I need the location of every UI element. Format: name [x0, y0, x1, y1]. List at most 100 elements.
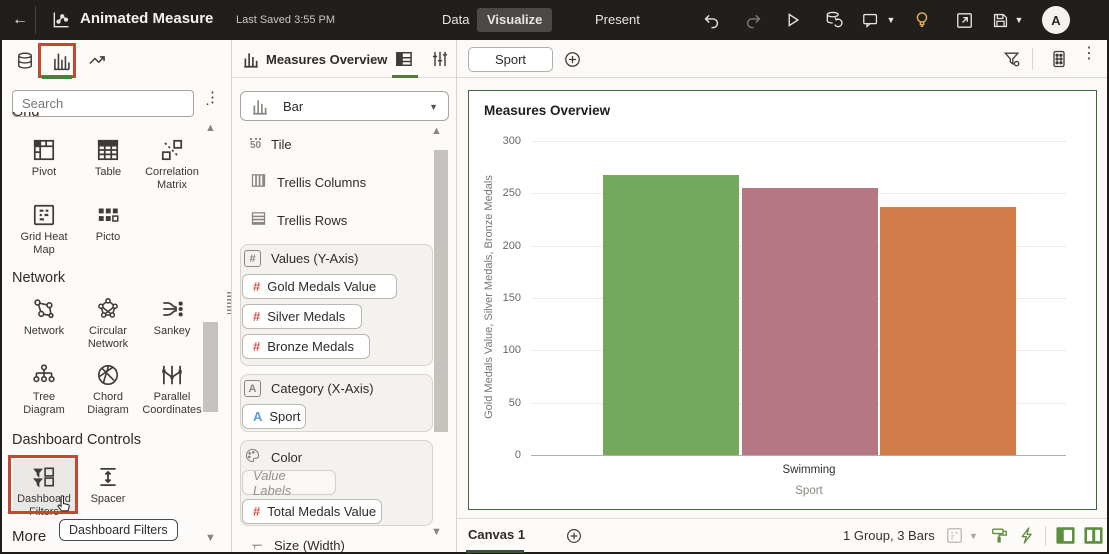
divider	[1045, 526, 1046, 546]
palette-menu-kebab-icon[interactable]: ⋮ ·	[205, 89, 220, 112]
status-text: 1 Group, 3 Bars	[843, 528, 935, 543]
workbook-title: Animated Measure	[80, 10, 214, 27]
pill-sport[interactable]: A Sport	[242, 404, 306, 429]
open-window-icon[interactable]	[950, 0, 978, 40]
undo-icon[interactable]	[698, 0, 724, 40]
trellis-rows-icon	[250, 210, 267, 230]
filter-bar-menu-icon[interactable]	[1002, 49, 1022, 74]
tab-visualize[interactable]: Visualize	[477, 8, 553, 32]
bar-gold-medals-value[interactable]	[603, 174, 739, 455]
app-logo-icon	[48, 0, 74, 40]
chart-type-picto[interactable]: Picto	[76, 202, 140, 244]
data-tab-icon[interactable]	[10, 46, 40, 76]
chart-type-correlation-matrix[interactable]: Correlation Matrix	[140, 137, 204, 192]
row-trellis-rows[interactable]: Trellis Rows	[250, 208, 347, 232]
chart-type-select[interactable]: Bar ▼	[240, 91, 449, 121]
chart-type-pivot[interactable]: Pivot	[12, 137, 76, 179]
bar-chart-visualization[interactable]: Measures Overview Gold Medals Value, Sil…	[468, 90, 1097, 510]
viz-bar-icon	[242, 51, 260, 74]
section-header-network: Network	[12, 270, 66, 286]
insights-bulb-icon[interactable]	[908, 0, 936, 40]
avatar[interactable]: A	[1042, 6, 1070, 34]
x-category-label: Swimming	[782, 464, 836, 476]
trellis-columns-icon	[250, 172, 267, 192]
grammar-scroll-down-icon[interactable]: ▼	[431, 526, 442, 538]
control-spacer[interactable]: Spacer	[76, 464, 140, 506]
measure-hash-icon: #	[253, 339, 261, 354]
visualization-palette-panel: ⋮· Grid ▲ Pivot Table Correlation Matrix…	[2, 40, 232, 552]
collapse-chevron-icon[interactable]: ▲	[205, 122, 216, 134]
chart-type-value: Bar	[283, 99, 304, 114]
comment-icon[interactable]	[858, 0, 882, 40]
y-tick-label: 200	[502, 239, 521, 252]
add-canvas-icon[interactable]	[565, 527, 583, 550]
auto-insights-bolt-icon[interactable]	[1018, 526, 1037, 550]
chart-type-parallel-coordinates[interactable]: Parallel Coordinates	[140, 362, 204, 417]
category-zone-header: A Category (X-Axis)	[244, 380, 374, 397]
viz-settings-icon[interactable]	[1049, 49, 1069, 74]
y-tick-label: 300	[502, 135, 521, 147]
text-box-icon: A	[244, 380, 261, 397]
canvas-tab[interactable]: Canvas 1	[468, 527, 526, 542]
measure-hash-icon: #	[253, 504, 261, 519]
filter-chip-sport[interactable]: Sport	[468, 47, 553, 72]
grammar-panel-title: Measures Overview	[266, 52, 388, 67]
layout-caret-icon[interactable]: ▼	[969, 531, 978, 541]
y-tick-label: 150	[502, 292, 521, 304]
grammar-scroll-up-icon[interactable]: ▲	[431, 125, 442, 137]
tooltip-dashboard-filters: Dashboard Filters	[59, 519, 178, 541]
y-tick-label: 100	[502, 344, 521, 357]
analytics-tab-icon[interactable]	[82, 46, 112, 76]
row-tile[interactable]: 50 Tile	[250, 136, 292, 152]
pill-silver-medals[interactable]: # Silver Medals	[242, 304, 362, 329]
chart-title: Measures Overview	[484, 103, 611, 118]
color-brush-icon[interactable]	[990, 526, 1009, 550]
visualizations-tab-icon[interactable]	[46, 46, 76, 76]
canvas-menu-kebab-icon[interactable]: ⋮	[1081, 45, 1097, 62]
panel-splitter-handle[interactable]	[227, 292, 231, 314]
number-box-icon: #	[244, 250, 261, 267]
select-caret-icon: ▼	[429, 102, 438, 112]
back-icon[interactable]: ←	[12, 11, 28, 28]
tab-present[interactable]: Present	[595, 12, 640, 27]
save-icon[interactable]	[988, 0, 1012, 40]
grammar-panel-scrollbar[interactable]	[434, 150, 448, 432]
gridline	[531, 141, 1066, 142]
comment-caret-icon[interactable]: ▼	[886, 15, 896, 25]
scroll-down-chevron-icon[interactable]: ▼	[205, 532, 216, 544]
pill-bronze-medals[interactable]: # Bronze Medals	[242, 334, 370, 359]
color-placeholder[interactable]: Value Labels	[242, 468, 336, 498]
properties-tab-icon[interactable]	[430, 49, 450, 74]
toggle-right-panel-icon[interactable]	[1083, 526, 1104, 550]
divider	[1032, 48, 1033, 70]
bar-bronze-medals[interactable]	[880, 206, 1016, 455]
row-size-width-clipped[interactable]: Size (Width)	[250, 539, 345, 552]
measure-hash-icon: #	[253, 309, 261, 324]
measure-hash-icon: #	[253, 279, 261, 294]
canvas-layout-icon-disabled	[945, 526, 964, 550]
chart-type-tree-diagram[interactable]: Tree Diagram	[12, 362, 76, 417]
search-input[interactable]	[12, 90, 194, 117]
grammar-tab-underline	[392, 75, 418, 78]
pill-gold-medals-value[interactable]: # Gold Medals Value	[242, 274, 397, 299]
bar-silver-medals[interactable]	[741, 188, 878, 455]
chart-type-table[interactable]: Table	[76, 137, 140, 179]
tab-data[interactable]: Data	[442, 12, 470, 27]
x-axis-label: Sport	[795, 485, 823, 497]
dataset-refresh-icon[interactable]	[820, 0, 848, 40]
play-icon[interactable]	[780, 0, 806, 40]
chart-type-circular-network[interactable]: Circular Network	[76, 296, 140, 351]
add-filter-icon[interactable]	[563, 50, 582, 74]
pill-total-medals-value[interactable]: # Total Medals Value	[242, 499, 382, 524]
chart-type-network[interactable]: Network	[12, 296, 76, 338]
redo-icon[interactable]	[740, 0, 766, 40]
save-caret-icon[interactable]: ▼	[1014, 15, 1024, 25]
chart-type-sankey[interactable]: Sankey	[140, 296, 204, 338]
chart-type-grid-heat-map[interactable]: Grid Heat Map	[12, 202, 76, 257]
row-trellis-columns[interactable]: Trellis Columns	[250, 170, 366, 194]
grammar-tab-icon[interactable]	[394, 49, 414, 74]
chart-type-chord-diagram[interactable]: Chord Diagram	[76, 362, 140, 417]
toggle-left-panel-icon[interactable]	[1055, 526, 1076, 550]
left-panel-scrollbar[interactable]	[203, 322, 218, 412]
grammar-panel-header: Measures Overview	[232, 40, 456, 78]
